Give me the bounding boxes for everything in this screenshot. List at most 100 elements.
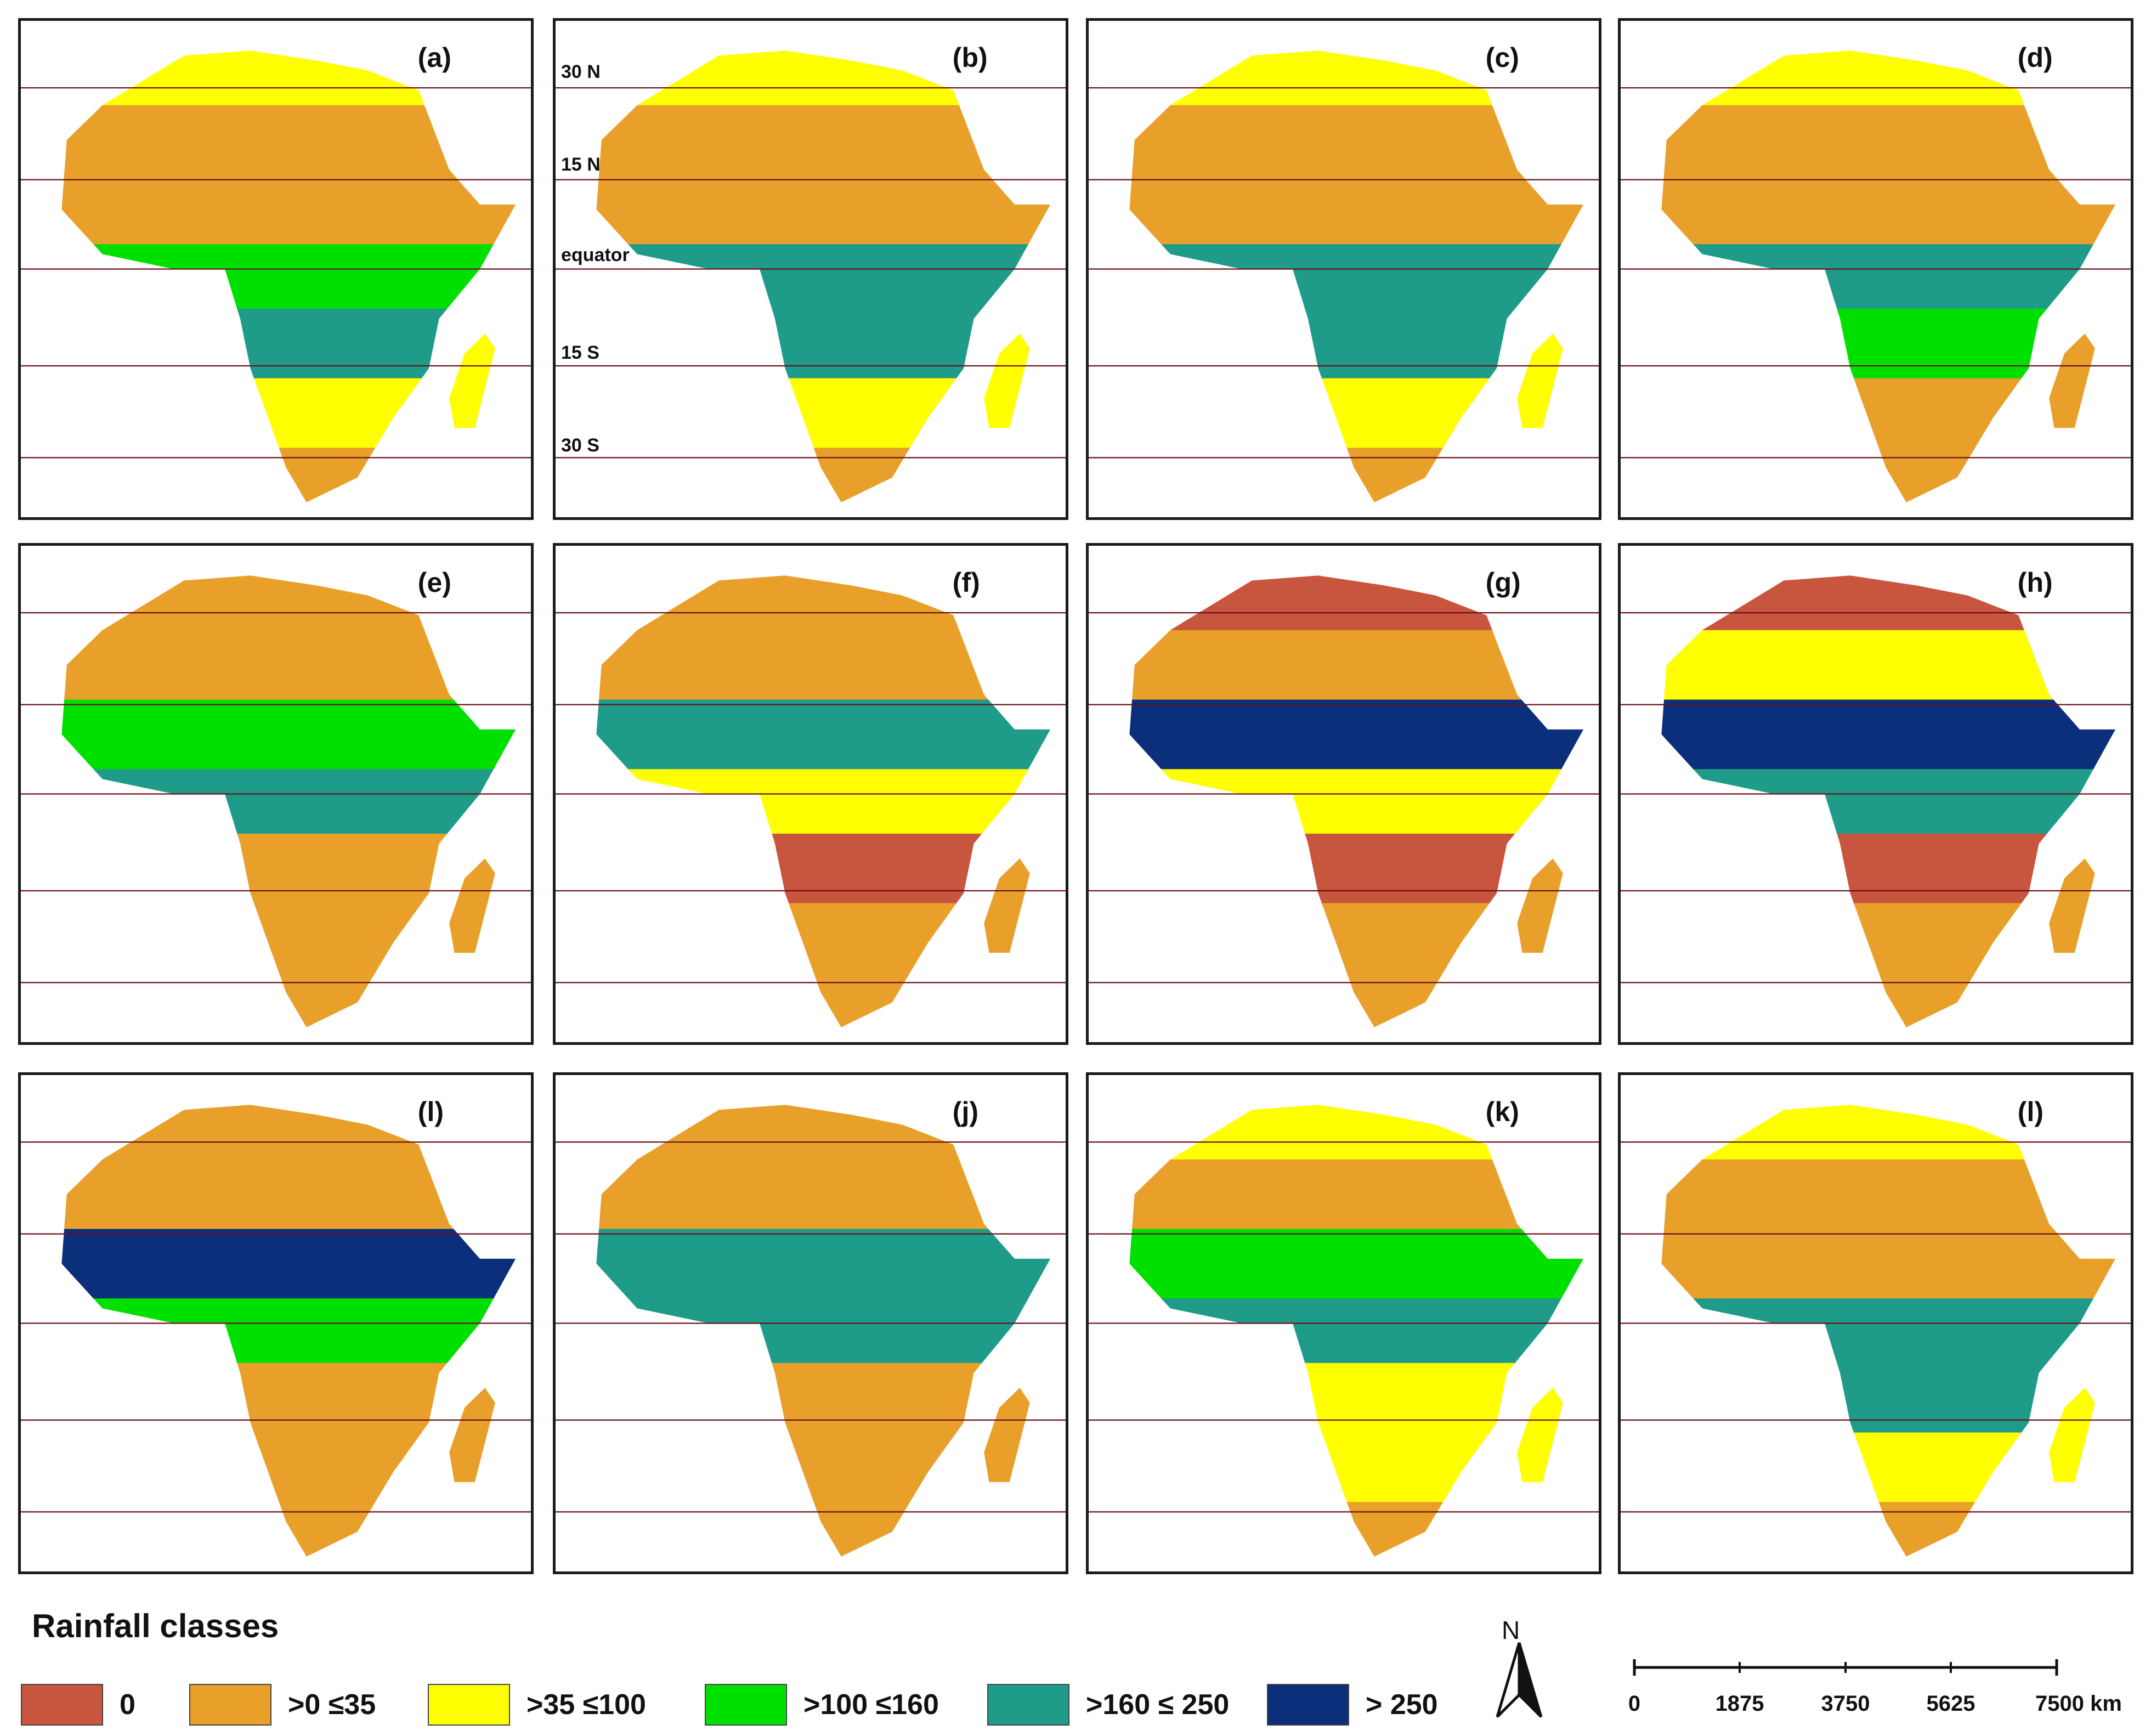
legend-swatch <box>987 1684 1069 1726</box>
map-panel: (g) <box>1086 543 1601 1045</box>
rainfall-zone <box>1129 1362 1584 1434</box>
rainfall-zone <box>1129 769 1584 835</box>
map-panel: (f) <box>553 543 1068 1045</box>
madagascar-shape <box>984 858 1030 953</box>
africa-map <box>1089 50 1599 502</box>
rainfall-zone <box>1129 1159 1584 1230</box>
rainfall-zone <box>61 308 516 380</box>
map-panel: (b) 30 N 15 N equator 15 S 30 S <box>553 18 1068 520</box>
rainfall-zone <box>1661 575 2116 631</box>
rainfall-zone <box>61 1362 516 1434</box>
legend-swatch <box>189 1684 271 1726</box>
rainfall-zone <box>1661 630 2116 701</box>
panel-label: (f) <box>952 567 980 598</box>
rainfall-zone <box>61 575 516 631</box>
madagascar-shape <box>449 858 495 953</box>
rainfall-zone <box>1129 1298 1584 1364</box>
rainfall-zone <box>61 1159 516 1230</box>
north-arrow-icon <box>1496 1642 1543 1718</box>
rainfall-zone <box>1661 769 2116 835</box>
rainfall-zone <box>1129 575 1584 631</box>
rainfall-zone <box>596 50 1051 106</box>
legend-label: 0 <box>120 1689 135 1721</box>
rainfall-zone <box>1661 50 2116 106</box>
madagascar-shape <box>984 333 1030 428</box>
africa-map <box>556 1105 1066 1557</box>
rainfall-zone <box>61 105 516 176</box>
map-panel: (j) <box>553 1072 1068 1574</box>
rainfall-zone <box>1129 630 1584 701</box>
rainfall-zone <box>596 833 1051 904</box>
legend-label: >160 ≤ 250 <box>1086 1689 1230 1721</box>
rainfall-zone <box>61 174 516 246</box>
rainfall-zone <box>1661 174 2116 246</box>
madagascar-shape <box>984 1388 1030 1483</box>
rainfall-zone <box>61 50 516 106</box>
rainfall-zone <box>596 244 1051 310</box>
rainfall-zone <box>1129 308 1584 380</box>
panel-label: (c) <box>1485 42 1519 73</box>
rainfall-zone <box>1661 833 2116 904</box>
rainfall-zone <box>61 769 516 835</box>
africa-map <box>21 50 531 502</box>
rainfall-zone <box>1661 105 2116 176</box>
map-panel: (l) <box>18 1072 534 1574</box>
rainfall-zone <box>1661 1105 2116 1161</box>
panel-label: (j) <box>952 1096 978 1127</box>
rainfall-zone <box>596 575 1051 631</box>
rainfall-zone <box>596 1159 1051 1230</box>
africa-map <box>1621 1105 2131 1557</box>
madagascar-shape <box>1517 333 1563 428</box>
rainfall-zone <box>61 1298 516 1364</box>
panel-label: (l) <box>417 1096 444 1127</box>
africa-map <box>556 50 1066 502</box>
panel-label: (g) <box>1485 567 1521 598</box>
rainfall-zone <box>596 1362 1051 1434</box>
latitude-label: 15 N <box>561 154 601 175</box>
rainfall-zone <box>61 630 516 701</box>
map-panel: (l) <box>1618 1072 2133 1574</box>
scale-tick-label: 3750 <box>1821 1692 1870 1716</box>
rainfall-zone <box>61 1105 516 1161</box>
rainfall-zone <box>596 1298 1051 1364</box>
map-panel: (k) <box>1086 1072 1601 1574</box>
latitude-label: 30 N <box>561 61 601 82</box>
madagascar-shape <box>2049 333 2095 428</box>
rainfall-zone <box>1661 699 2116 771</box>
rainfall-zone <box>1129 50 1584 106</box>
map-panel: (d) <box>1618 18 2133 520</box>
map-panel: (h) <box>1618 543 2133 1045</box>
africa-map <box>1089 575 1599 1027</box>
rainfall-zone <box>1129 833 1584 904</box>
africa-map <box>1621 50 2131 502</box>
map-panel: (a) <box>18 18 534 520</box>
scale-tick-label: 7500 km <box>2035 1692 2122 1716</box>
panel-label: (l) <box>2017 1096 2044 1127</box>
rainfall-zone <box>596 699 1051 771</box>
rainfall-zone <box>596 308 1051 380</box>
legend-label: >0 ≤35 <box>288 1689 376 1721</box>
latitude-label: equator <box>561 244 630 265</box>
latitude-label: 15 S <box>561 342 599 363</box>
rainfall-zone <box>596 174 1051 246</box>
rainfall-zone <box>61 833 516 904</box>
madagascar-shape <box>449 1388 495 1483</box>
rainfall-zone <box>1129 174 1584 246</box>
scale-tick-label: 0 <box>1628 1692 1641 1716</box>
panel-label: (a) <box>417 42 451 73</box>
latitude-label: 30 S <box>561 435 599 456</box>
rainfall-zone <box>596 769 1051 835</box>
panel-label: (b) <box>952 42 988 73</box>
madagascar-shape <box>1517 1388 1563 1483</box>
rainfall-zone <box>596 1105 1051 1161</box>
map-panel: (e) <box>18 543 534 1045</box>
africa-map <box>21 1105 531 1557</box>
panel-label: (k) <box>1485 1096 1519 1127</box>
rainfall-zone <box>1661 308 2116 380</box>
panel-label: (h) <box>2017 567 2053 598</box>
scale-bar <box>1633 1659 2058 1676</box>
legend-title: Rainfall classes <box>32 1608 279 1644</box>
rainfall-zone <box>1129 244 1584 310</box>
legend-label: >35 ≤100 <box>527 1689 646 1721</box>
panel-label: (e) <box>417 567 451 598</box>
